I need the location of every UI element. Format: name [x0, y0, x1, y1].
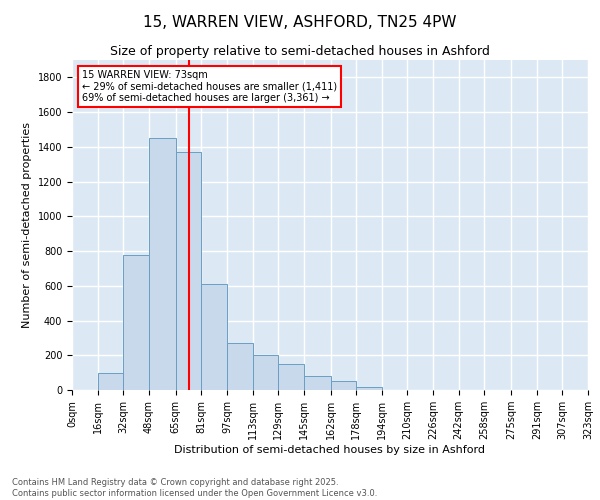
Bar: [149, 138, 176, 390]
Text: 15, WARREN VIEW, ASHFORD, TN25 4PW: 15, WARREN VIEW, ASHFORD, TN25 4PW: [143, 15, 457, 30]
Bar: [123, 254, 149, 390]
Text: 15 WARREN VIEW: 73sqm
← 29% of semi-detached houses are smaller (1,411)
69% of s: 15 WARREN VIEW: 73sqm ← 29% of semi-deta…: [82, 70, 337, 103]
Bar: [202, 284, 227, 390]
Bar: [98, 372, 123, 390]
Bar: [227, 343, 253, 390]
Text: Size of property relative to semi-detached houses in Ashford: Size of property relative to semi-detach…: [110, 45, 490, 58]
Bar: [304, 376, 331, 390]
Text: Contains HM Land Registry data © Crown copyright and database right 2025.
Contai: Contains HM Land Registry data © Crown c…: [12, 478, 377, 498]
Bar: [253, 356, 278, 390]
Bar: [356, 386, 382, 390]
Bar: [278, 364, 304, 390]
X-axis label: Distribution of semi-detached houses by size in Ashford: Distribution of semi-detached houses by …: [175, 445, 485, 455]
Bar: [331, 382, 356, 390]
Bar: [176, 152, 202, 390]
Y-axis label: Number of semi-detached properties: Number of semi-detached properties: [22, 122, 32, 328]
